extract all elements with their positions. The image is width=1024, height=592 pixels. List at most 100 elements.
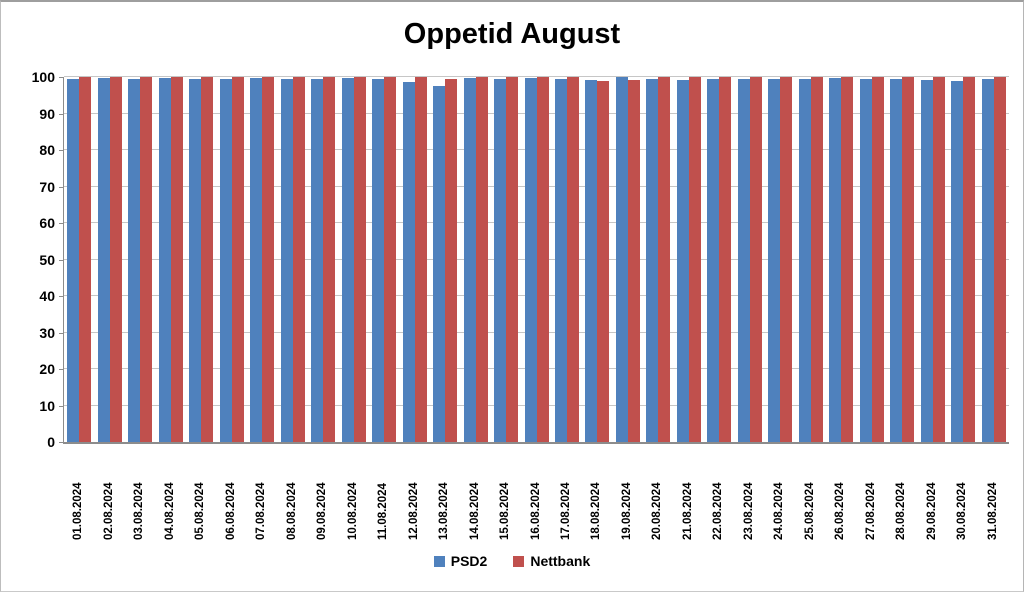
bar-psd2-12.08.2024 [402,81,415,442]
bar-psd2-11.08.2024 [372,78,385,442]
plot-area [63,76,1009,444]
bar-psd2-02.08.2024 [97,78,110,442]
bar-nettbank-27.08.2024 [871,77,884,442]
bar-psd2-19.08.2024 [615,77,628,442]
legend-label-psd2: PSD2 [450,553,488,569]
bar-psd2-05.08.2024 [189,78,202,442]
bar-psd2-03.08.2024 [128,78,141,442]
bar-psd2-23.08.2024 [737,78,750,442]
x-tick-label-18.08.2024: 18.08.2024 [590,482,603,540]
bar-nettbank-21.08.2024 [688,77,701,442]
legend-item-psd2: PSD2 [433,553,488,569]
bar-nettbank-13.08.2024 [445,79,458,442]
bar-psd2-28.08.2024 [890,78,903,442]
bar-nettbank-29.08.2024 [932,77,945,442]
bar-nettbank-08.08.2024 [292,77,305,442]
legend-label-nettbank: Nettbank [530,553,591,569]
bar-nettbank-20.08.2024 [658,77,671,442]
x-tick-label-01.08.2024: 01.08.2024 [72,482,85,540]
bar-nettbank-04.08.2024 [170,77,183,442]
y-tick-label-20: 20 [39,361,55,377]
bar-nettbank-05.08.2024 [201,77,214,442]
x-tick-label-19.08.2024: 19.08.2024 [620,482,633,540]
bar-nettbank-18.08.2024 [597,81,610,442]
x-tick-label-12.08.2024: 12.08.2024 [407,482,420,540]
x-tick-label-21.08.2024: 21.08.2024 [681,482,694,540]
bar-psd2-30.08.2024 [951,80,964,442]
nettbank-swatch-icon [513,555,525,567]
bar-nettbank-07.08.2024 [262,77,275,442]
bar-nettbank-17.08.2024 [566,77,579,442]
x-tick-label-15.08.2024: 15.08.2024 [499,482,512,540]
bar-psd2-31.08.2024 [981,78,994,442]
x-tick-label-06.08.2024: 06.08.2024 [224,482,237,540]
y-tick-label-10: 10 [39,397,55,414]
bar-psd2-27.08.2024 [859,78,872,442]
y-tick-label-0: 0 [47,434,55,450]
x-tick-label-10.08.2024: 10.08.2024 [346,482,359,540]
x-tick-label-09.08.2024: 09.08.2024 [316,482,329,540]
bar-psd2-14.08.2024 [463,78,476,442]
bar-nettbank-28.08.2024 [902,77,915,442]
x-tick-label-28.08.2024: 28.08.2024 [895,482,908,540]
y-tick-mark [59,369,64,370]
y-tick-label-60: 60 [39,215,55,231]
bar-nettbank-24.08.2024 [780,77,793,442]
bar-psd2-16.08.2024 [524,78,537,442]
y-tick-mark [59,405,64,407]
x-tick-label-25.08.2024: 25.08.2024 [803,482,816,540]
bar-nettbank-30.08.2024 [963,77,976,442]
y-tick-label-90: 90 [39,105,55,122]
bar-nettbank-15.08.2024 [506,77,519,442]
y-tick-mark [59,150,64,151]
x-tick-label-16.08.2024: 16.08.2024 [529,482,542,540]
bar-psd2-08.08.2024 [280,78,293,442]
bar-psd2-22.08.2024 [707,78,720,442]
bar-psd2-21.08.2024 [676,79,689,442]
bar-psd2-13.08.2024 [433,85,446,442]
x-tick-label-31.08.2024: 31.08.2024 [986,482,999,540]
bar-nettbank-23.08.2024 [749,77,762,442]
y-tick-mark [59,77,64,78]
y-tick-mark [59,442,64,443]
bar-psd2-17.08.2024 [554,78,567,442]
x-tick-label-11.08.2024: 11.08.2024 [377,483,390,540]
bar-nettbank-02.08.2024 [109,77,122,442]
y-tick-mark [59,332,64,334]
bar-nettbank-09.08.2024 [323,77,336,442]
gridline-y-100 [64,76,1009,77]
x-tick-label-03.08.2024: 03.08.2024 [133,482,146,540]
bar-psd2-04.08.2024 [158,78,171,442]
y-tick-label-50: 50 [39,251,55,268]
x-tick-label-24.08.2024: 24.08.2024 [773,482,786,540]
bar-nettbank-01.08.2024 [79,77,92,442]
y-tick-mark [59,296,64,297]
bar-nettbank-11.08.2024 [384,77,397,442]
bar-nettbank-10.08.2024 [353,77,366,442]
bar-psd2-07.08.2024 [250,78,263,442]
x-tick-label-22.08.2024: 22.08.2024 [712,482,725,540]
psd2-swatch-icon [433,555,445,567]
bar-psd2-15.08.2024 [494,78,507,442]
y-tick-label-30: 30 [39,324,55,341]
x-tick-label-05.08.2024: 05.08.2024 [194,482,207,540]
y-tick-label-100: 100 [31,69,55,85]
x-tick-label-08.08.2024: 08.08.2024 [285,482,298,540]
bar-psd2-29.08.2024 [920,80,933,442]
bar-psd2-24.08.2024 [768,78,781,442]
x-tick-label-04.08.2024: 04.08.2024 [163,482,176,540]
bar-psd2-06.08.2024 [219,78,232,442]
x-tick-label-13.08.2024: 13.08.2024 [438,482,451,540]
x-tick-label-20.08.2024: 20.08.2024 [651,482,664,540]
bar-psd2-10.08.2024 [341,78,354,442]
y-tick-mark [59,113,64,115]
bar-psd2-25.08.2024 [798,78,811,442]
y-tick-mark [59,186,64,188]
bar-nettbank-31.08.2024 [993,77,1006,442]
x-tick-label-23.08.2024: 23.08.2024 [742,482,755,540]
x-tick-label-29.08.2024: 29.08.2024 [925,482,938,540]
legend: PSD2 Nettbank [1,553,1023,569]
bar-psd2-26.08.2024 [829,78,842,442]
bar-psd2-01.08.2024 [67,78,80,442]
